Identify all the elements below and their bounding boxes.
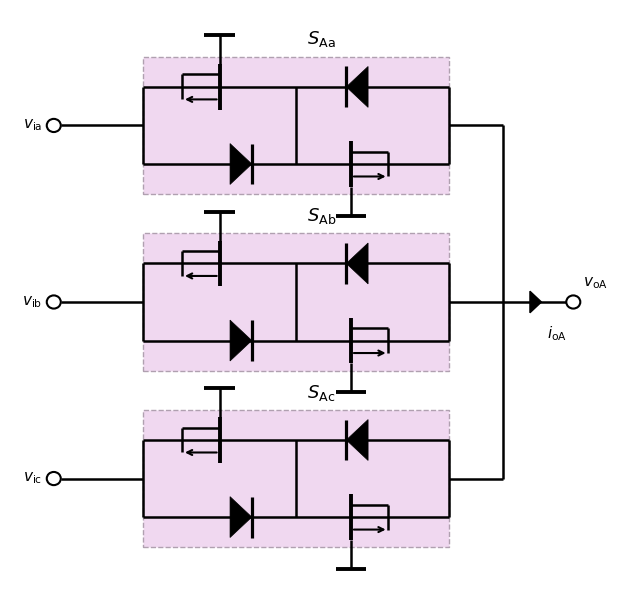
Circle shape bbox=[47, 472, 61, 485]
Text: $S_{\mathrm{Aa}}$: $S_{\mathrm{Aa}}$ bbox=[307, 30, 336, 50]
Polygon shape bbox=[230, 144, 252, 184]
Polygon shape bbox=[230, 496, 252, 538]
FancyBboxPatch shape bbox=[143, 410, 449, 547]
Polygon shape bbox=[530, 291, 541, 313]
Circle shape bbox=[47, 119, 61, 132]
Text: $v_{\mathrm{ib}}$: $v_{\mathrm{ib}}$ bbox=[22, 294, 42, 310]
Text: $S_{\mathrm{Ab}}$: $S_{\mathrm{Ab}}$ bbox=[307, 206, 336, 226]
Text: $v_{\mathrm{ic}}$: $v_{\mathrm{ic}}$ bbox=[23, 471, 42, 486]
Polygon shape bbox=[347, 66, 368, 108]
Circle shape bbox=[47, 295, 61, 309]
FancyBboxPatch shape bbox=[143, 233, 449, 371]
Text: $v_{\mathrm{oA}}$: $v_{\mathrm{oA}}$ bbox=[583, 275, 608, 291]
Circle shape bbox=[566, 295, 580, 309]
Polygon shape bbox=[347, 420, 368, 460]
Text: $v_{\mathrm{ia}}$: $v_{\mathrm{ia}}$ bbox=[23, 118, 42, 133]
Polygon shape bbox=[230, 320, 252, 361]
Text: $i_{\mathrm{oA}}$: $i_{\mathrm{oA}}$ bbox=[547, 325, 567, 344]
FancyBboxPatch shape bbox=[143, 57, 449, 194]
Text: $S_{\mathrm{Ac}}$: $S_{\mathrm{Ac}}$ bbox=[307, 382, 336, 402]
Polygon shape bbox=[347, 243, 368, 284]
